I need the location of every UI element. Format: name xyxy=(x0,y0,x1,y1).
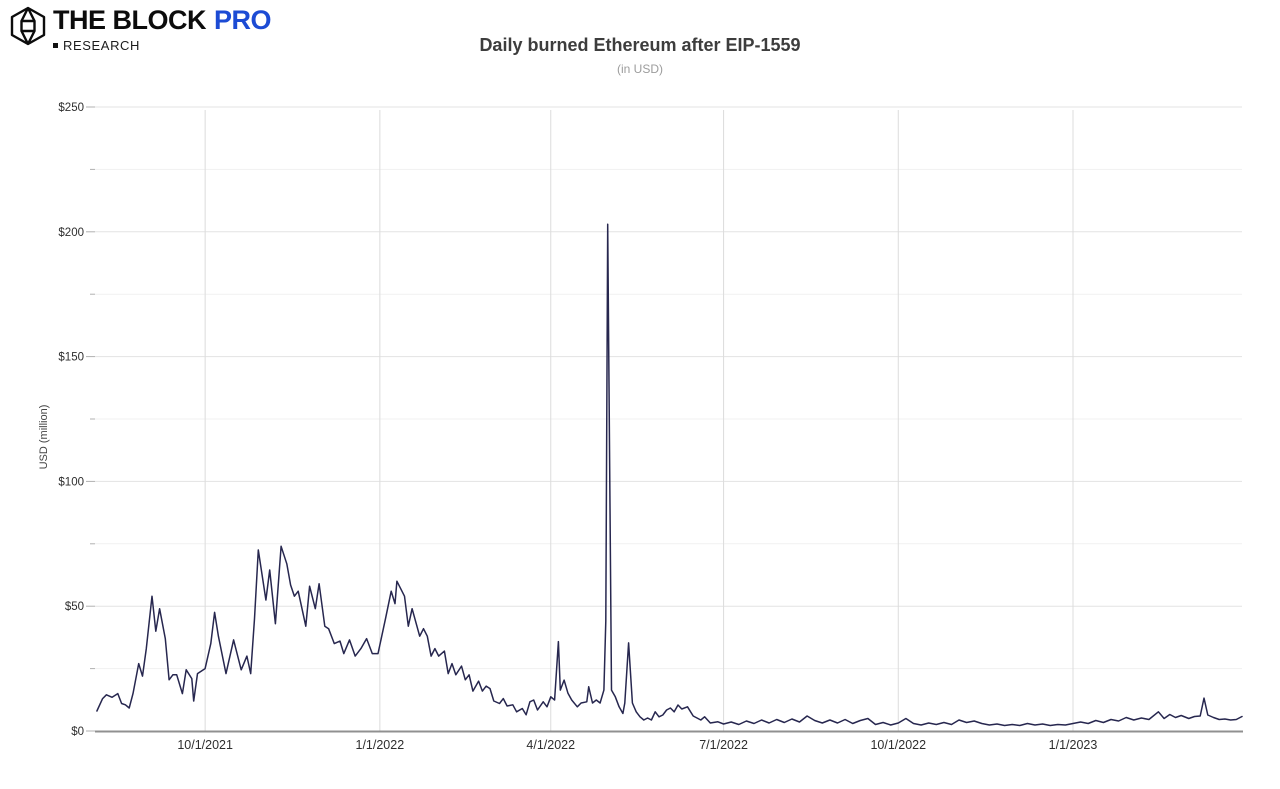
y-tick-label: $50 xyxy=(65,601,84,613)
burned-eth-line xyxy=(96,223,1243,727)
x-tick-label: 7/1/2022 xyxy=(699,738,748,752)
y-tick-label: $200 xyxy=(58,227,84,239)
y-tick-label: $150 xyxy=(58,352,84,364)
brand-name: THE BLOCK xyxy=(53,5,207,35)
y-tick-label: $100 xyxy=(58,476,84,488)
square-bullet-icon xyxy=(53,43,58,48)
x-tick-label: 10/1/2021 xyxy=(177,738,233,752)
brand-logo: THE BLOCK PRO RESEARCH xyxy=(8,5,272,53)
y-tick-label: $0 xyxy=(71,726,84,738)
brand-pro-badge: PRO xyxy=(214,5,272,35)
x-tick-label: 1/1/2023 xyxy=(1049,738,1098,752)
x-tick-label: 4/1/2022 xyxy=(526,738,575,752)
y-tick-label: $250 xyxy=(58,102,84,114)
x-tick-label: 1/1/2022 xyxy=(356,738,405,752)
brand-text: THE BLOCK PRO RESEARCH xyxy=(53,5,272,53)
chart-title: Daily burned Ethereum after EIP-1559 xyxy=(479,35,801,55)
chart-subtitle: (in USD) xyxy=(616,62,663,76)
brand-research-label: RESEARCH xyxy=(63,38,141,53)
the-block-cube-icon xyxy=(10,6,46,46)
x-tick-label: 10/1/2022 xyxy=(870,738,926,752)
